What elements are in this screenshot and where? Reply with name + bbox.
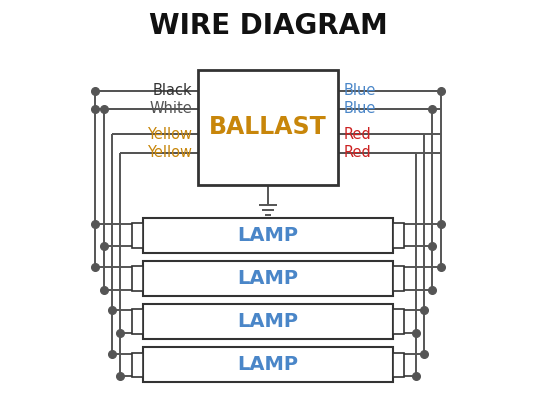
Text: Blue: Blue <box>344 102 376 116</box>
Text: LAMP: LAMP <box>237 269 299 288</box>
Text: Yellow: Yellow <box>147 145 192 160</box>
Bar <box>393 309 404 334</box>
Bar <box>143 218 393 253</box>
Bar <box>143 261 393 296</box>
Text: Red: Red <box>344 145 372 160</box>
Bar <box>143 304 393 339</box>
Text: BALLAST: BALLAST <box>209 115 327 139</box>
Bar <box>132 223 143 247</box>
Bar <box>132 266 143 291</box>
Text: Yellow: Yellow <box>147 127 192 142</box>
Text: LAMP: LAMP <box>237 355 299 374</box>
Text: WIRE DIAGRAM: WIRE DIAGRAM <box>148 12 388 40</box>
Text: LAMP: LAMP <box>237 312 299 331</box>
Bar <box>132 353 143 377</box>
Text: Black: Black <box>152 83 192 98</box>
Bar <box>393 353 404 377</box>
Bar <box>393 223 404 247</box>
Text: White: White <box>149 102 192 116</box>
Text: Blue: Blue <box>344 83 376 98</box>
Bar <box>143 347 393 382</box>
Bar <box>393 266 404 291</box>
Text: Red: Red <box>344 127 372 142</box>
Bar <box>132 309 143 334</box>
Text: LAMP: LAMP <box>237 226 299 245</box>
Bar <box>198 70 338 185</box>
